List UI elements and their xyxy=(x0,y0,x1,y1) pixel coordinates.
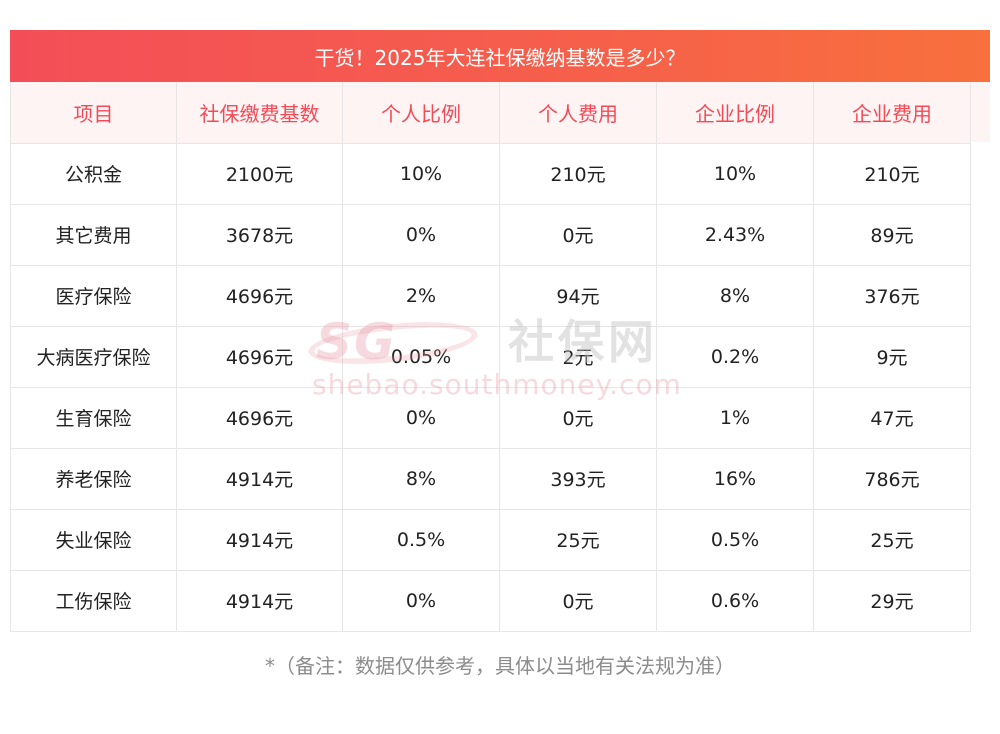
table-cell: 1% xyxy=(656,386,814,449)
table-cell: 公积金 xyxy=(10,142,177,205)
table-cell: 8% xyxy=(342,447,500,510)
table-cell: 393元 xyxy=(499,447,657,510)
table-cell: 4696元 xyxy=(176,386,343,449)
table-cell: 0元 xyxy=(499,569,657,632)
table-row: 大病医疗保险 4696元 0.05% 2元 0.2% 9元 xyxy=(10,325,971,388)
table-row: 养老保险 4914元 8% 393元 16% 786元 xyxy=(10,447,971,510)
column-header-company-cost: 企业费用 xyxy=(813,82,971,144)
column-header-item: 项目 xyxy=(10,82,177,144)
table-cell: 0元 xyxy=(499,203,657,266)
header-row-tail xyxy=(970,82,990,142)
table-cell: 2100元 xyxy=(176,142,343,205)
table-cell: 0.6% xyxy=(656,569,814,632)
table-cell: 4696元 xyxy=(176,325,343,388)
table-cell: 89元 xyxy=(813,203,971,266)
table-cell: 29元 xyxy=(813,569,971,632)
table-cell: 4914元 xyxy=(176,447,343,510)
table-row: 公积金 2100元 10% 210元 10% 210元 xyxy=(10,142,971,205)
table-cell: 大病医疗保险 xyxy=(10,325,177,388)
table-cell: 医疗保险 xyxy=(10,264,177,327)
table-row: 工伤保险 4914元 0% 0元 0.6% 29元 xyxy=(10,569,971,632)
column-header-personal-cost: 个人费用 xyxy=(499,82,657,144)
column-header-company-rate: 企业比例 xyxy=(656,82,814,144)
table-cell: 8% xyxy=(656,264,814,327)
table-row: 其它费用 3678元 0% 0元 2.43% 89元 xyxy=(10,203,971,266)
table-cell: 10% xyxy=(656,142,814,205)
table-cell: 94元 xyxy=(499,264,657,327)
table-cell: 0% xyxy=(342,203,500,266)
column-header-base: 社保缴费基数 xyxy=(176,82,343,144)
table-cell: 4914元 xyxy=(176,508,343,571)
table-cell: 4696元 xyxy=(176,264,343,327)
table-row: 医疗保险 4696元 2% 94元 8% 376元 xyxy=(10,264,971,327)
table-cell: 0元 xyxy=(499,386,657,449)
table-cell: 16% xyxy=(656,447,814,510)
table-header-row: 项目 社保缴费基数 个人比例 个人费用 企业比例 企业费用 xyxy=(10,82,971,144)
table-cell: 0.5% xyxy=(342,508,500,571)
table-cell: 失业保险 xyxy=(10,508,177,571)
table-cell: 9元 xyxy=(813,325,971,388)
social-insurance-table: 项目 社保缴费基数 个人比例 个人费用 企业比例 企业费用 公积金 2100元 … xyxy=(10,82,971,632)
table-cell: 2% xyxy=(342,264,500,327)
table-row: 生育保险 4696元 0% 0元 1% 47元 xyxy=(10,386,971,449)
table-cell: 2.43% xyxy=(656,203,814,266)
table-cell: 25元 xyxy=(499,508,657,571)
table-cell: 786元 xyxy=(813,447,971,510)
table-cell: 其它费用 xyxy=(10,203,177,266)
table-cell: 210元 xyxy=(813,142,971,205)
table-cell: 0.5% xyxy=(656,508,814,571)
table-cell: 0% xyxy=(342,569,500,632)
column-header-personal-rate: 个人比例 xyxy=(342,82,500,144)
table-cell: 0% xyxy=(342,386,500,449)
table-cell: 0.2% xyxy=(656,325,814,388)
table-cell: 47元 xyxy=(813,386,971,449)
table-cell: 2元 xyxy=(499,325,657,388)
footnote: *（备注：数据仅供参考，具体以当地有关法规为准） xyxy=(265,654,735,678)
table-cell: 376元 xyxy=(813,264,971,327)
table-cell: 25元 xyxy=(813,508,971,571)
table-cell: 生育保险 xyxy=(10,386,177,449)
table-row: 失业保险 4914元 0.5% 25元 0.5% 25元 xyxy=(10,508,971,571)
table-cell: 3678元 xyxy=(176,203,343,266)
table-cell: 养老保险 xyxy=(10,447,177,510)
table-cell: 10% xyxy=(342,142,500,205)
table-cell: 4914元 xyxy=(176,569,343,632)
table-cell: 工伤保险 xyxy=(10,569,177,632)
page-title: 干货！2025年大连社保缴纳基数是多少？ xyxy=(10,30,990,82)
table-cell: 0.05% xyxy=(342,325,500,388)
table-cell: 210元 xyxy=(499,142,657,205)
